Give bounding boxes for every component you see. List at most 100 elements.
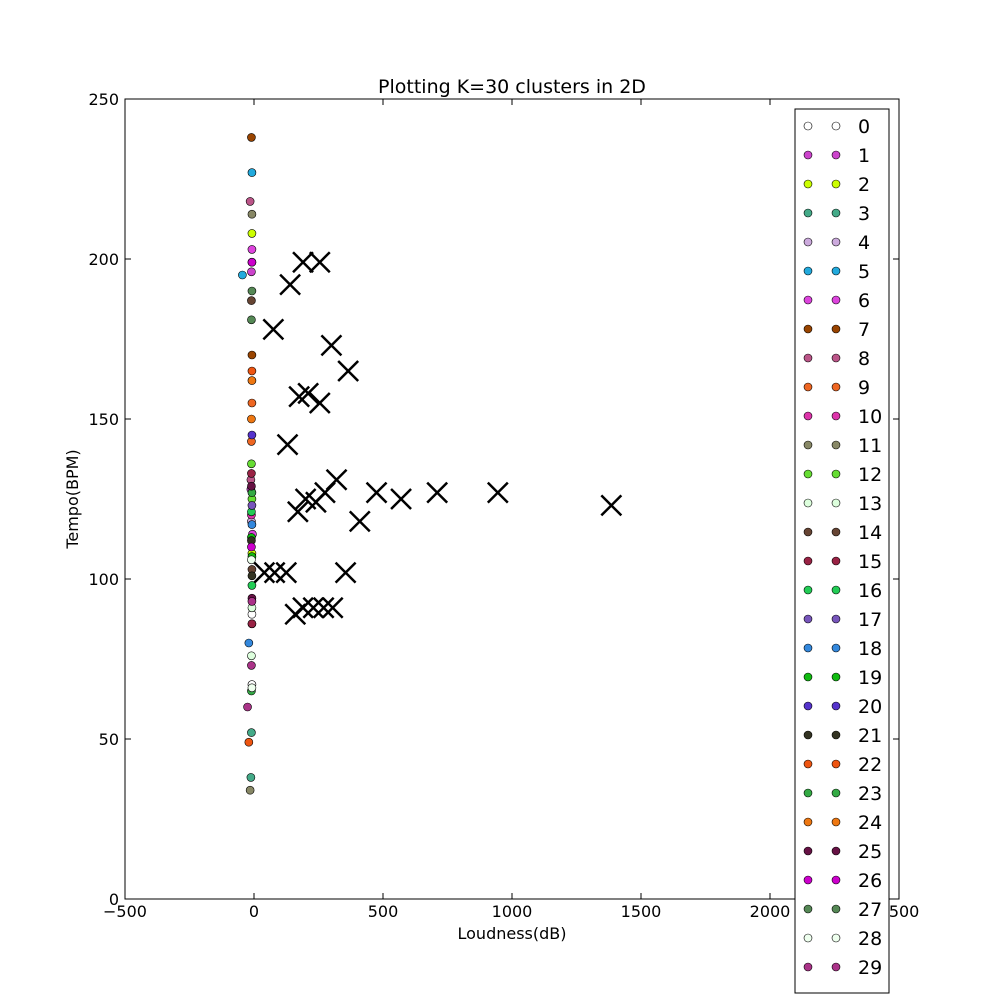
legend-marker xyxy=(803,817,813,827)
centroid-stroke xyxy=(286,500,309,523)
legend-item-0: 0 xyxy=(803,116,870,138)
legend-marker xyxy=(831,382,841,392)
centroid-stroke xyxy=(276,433,299,456)
centroid-stroke xyxy=(294,488,317,510)
legend-marker xyxy=(831,295,841,305)
centroid-marker xyxy=(426,481,449,504)
data-point-cluster-13 xyxy=(247,651,256,661)
legend-label: 14 xyxy=(858,522,882,544)
y-tick-label: 200 xyxy=(88,250,119,269)
centroid-marker xyxy=(279,273,302,296)
centroid-stroke xyxy=(365,481,388,504)
data-point-cluster-7 xyxy=(247,133,256,142)
legend-marker xyxy=(803,846,813,856)
legend-marker xyxy=(831,556,841,566)
centroid-stroke xyxy=(253,561,276,584)
legend-marker xyxy=(831,643,841,653)
legend-marker xyxy=(803,933,813,943)
legend-marker xyxy=(831,498,841,508)
legend-marker xyxy=(831,759,841,769)
centroid-marker xyxy=(337,360,360,382)
data-point-cluster-21 xyxy=(247,571,257,581)
centroid-stroke xyxy=(486,481,509,504)
legend-item-23: 23 xyxy=(803,783,882,805)
centroid-marker xyxy=(262,318,285,341)
centroid-stroke xyxy=(308,392,331,414)
legend-label: 8 xyxy=(858,348,870,370)
legend-label: 2 xyxy=(858,174,870,196)
centroid-marker xyxy=(302,596,325,619)
centroid-stroke xyxy=(308,251,331,274)
legend-box xyxy=(794,108,890,994)
legend-marker xyxy=(803,556,813,566)
legend-marker xyxy=(803,614,813,624)
legend-item-25: 25 xyxy=(803,841,882,863)
legend-marker xyxy=(831,324,841,334)
legend-marker xyxy=(831,179,841,189)
y-axis-title: Tempo(BPM) xyxy=(63,449,82,549)
legend-marker xyxy=(803,643,813,653)
legend-item-5: 5 xyxy=(803,261,870,283)
centroid-stroke xyxy=(320,334,343,357)
legend-marker xyxy=(831,237,841,247)
chart-title: Plotting K=30 clusters in 2D xyxy=(378,76,646,98)
y-tick-label: 50 xyxy=(99,730,119,749)
legend-marker xyxy=(803,440,813,450)
legend-marker xyxy=(831,846,841,856)
legend-label: 24 xyxy=(858,812,882,834)
data-point-cluster-11 xyxy=(245,785,255,795)
legend-item-26: 26 xyxy=(803,870,882,892)
legend-label: 13 xyxy=(858,493,882,515)
data-point-cluster-16 xyxy=(247,581,257,590)
x-tick-label: 0 xyxy=(249,902,259,921)
legend-label: 25 xyxy=(858,841,882,863)
legend-item-2: 2 xyxy=(803,174,870,196)
legend-marker xyxy=(803,382,813,392)
centroid-marker xyxy=(365,481,388,504)
legend-label: 17 xyxy=(858,609,882,631)
centroid-marker xyxy=(297,382,320,405)
centroid-stroke xyxy=(348,510,371,533)
legend-item-4: 4 xyxy=(803,232,870,254)
centroid-marker xyxy=(348,510,371,533)
centroid-stroke xyxy=(292,251,314,274)
legend-marker xyxy=(831,585,841,595)
x-axis: −500 0 500 1000 1500 2000 2500 xyxy=(103,99,919,921)
data-point-cluster-12 xyxy=(247,459,256,469)
centroid-stroke xyxy=(275,561,298,584)
legend-label: 27 xyxy=(858,899,882,921)
legend-item-3: 3 xyxy=(803,203,870,225)
x-tick-label: −500 xyxy=(103,902,147,921)
legend-marker xyxy=(803,962,813,972)
data-point-cluster-9 xyxy=(247,398,257,408)
centroid-markers xyxy=(253,251,623,626)
y-tick-label: 100 xyxy=(88,570,119,589)
legend-item-19: 19 xyxy=(803,667,882,689)
legend-label: 29 xyxy=(858,957,882,979)
centroid-marker xyxy=(334,561,357,584)
legend-item-20: 20 xyxy=(803,696,882,718)
legend-marker xyxy=(831,933,841,943)
y-tick-label: 150 xyxy=(88,410,119,429)
data-point-cluster-18 xyxy=(247,520,257,529)
legend-marker xyxy=(831,353,841,363)
legend-item-16: 16 xyxy=(803,580,882,602)
legend-label: 12 xyxy=(858,464,882,486)
data-point-cluster-22 xyxy=(247,366,257,376)
data-point-cluster-26 xyxy=(247,257,257,267)
centroid-stroke xyxy=(279,273,302,296)
legend-label: 11 xyxy=(858,435,882,457)
legend-label: 26 xyxy=(858,870,882,892)
data-point-cluster-27 xyxy=(247,286,257,296)
legend-item-24: 24 xyxy=(803,812,882,834)
legend-item-27: 27 xyxy=(803,899,882,921)
legend-marker xyxy=(831,614,841,624)
legend-item-18: 18 xyxy=(803,638,882,660)
data-point-cluster-11 xyxy=(247,209,257,219)
legend-label: 6 xyxy=(858,290,870,312)
legend-item-11: 11 xyxy=(803,435,882,457)
data-point-cluster-3 xyxy=(246,773,256,782)
legend-marker xyxy=(831,150,841,160)
